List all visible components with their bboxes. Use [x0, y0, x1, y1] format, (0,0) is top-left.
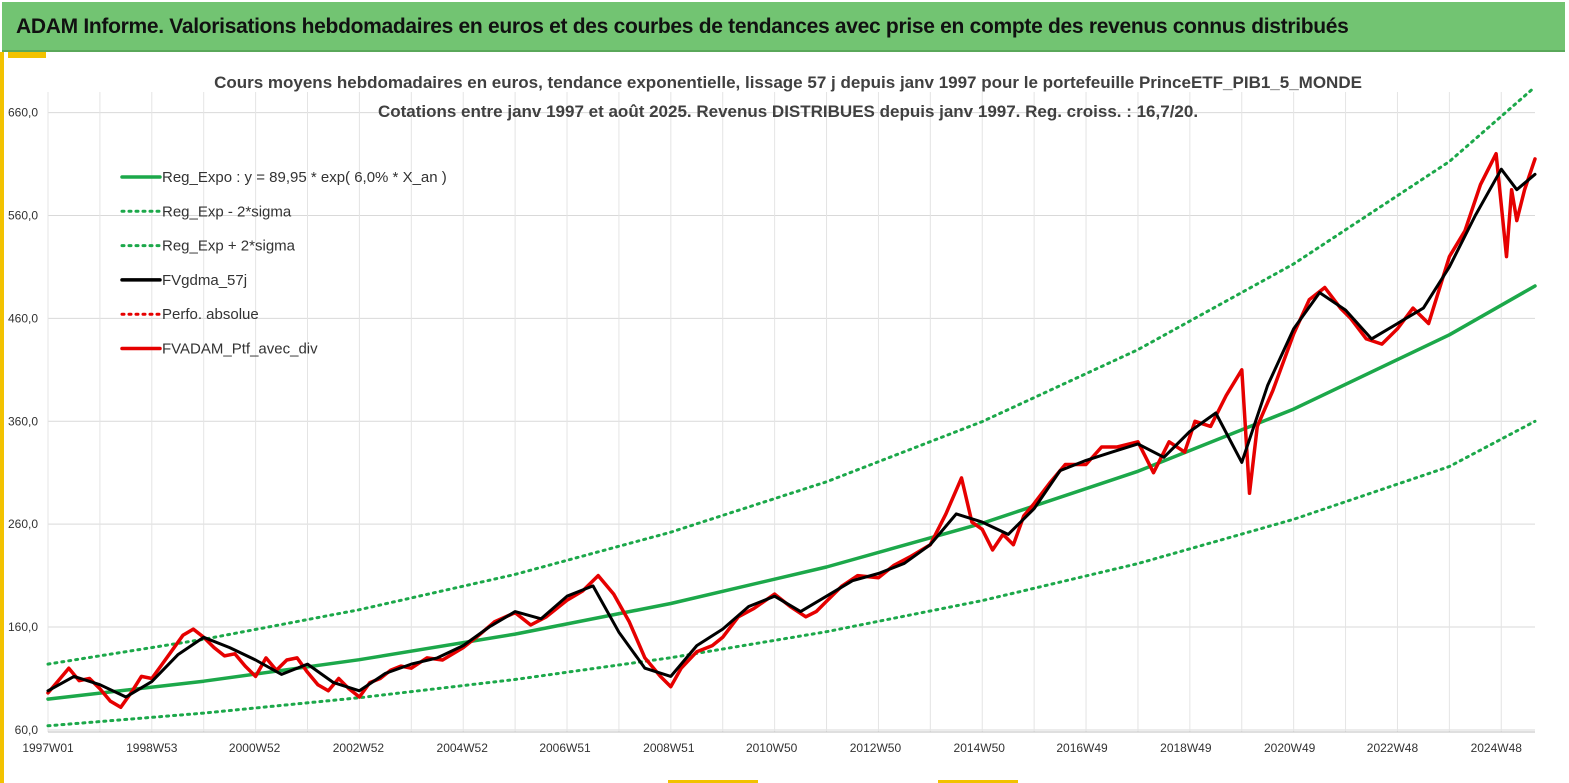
legend-label: Perfo. absolue — [162, 306, 259, 323]
chart-title-line-2: Cotations entre janv 1997 et août 2025. … — [378, 102, 1198, 121]
x-tick-label: 2002W52 — [333, 741, 385, 755]
series-line — [46, 284, 1537, 701]
y-tick-label: 460,0 — [8, 311, 38, 325]
x-tick-label: 2014W50 — [954, 741, 1006, 755]
series-line — [46, 85, 1537, 666]
x-tick-label: 2004W52 — [437, 741, 489, 755]
legend-label: FVADAM_Ptf_avec_div — [162, 341, 318, 358]
legend-label: Reg_Exp - 2*sigma — [162, 203, 292, 220]
accent-bar-left — [0, 52, 8, 783]
y-tick-label: 160,0 — [8, 620, 38, 634]
x-tick-label: 2008W51 — [643, 741, 695, 755]
legend-label: Reg_Expo : y = 89,95 * exp( 6,0% * X_an … — [162, 169, 447, 186]
accent-bar-bottom — [938, 780, 1018, 783]
banner-title: ADAM Informe. Valorisations hebdomadaire… — [16, 15, 1349, 38]
legend-label: FVgdma_57j — [162, 272, 247, 289]
accent-bar-top — [0, 52, 46, 58]
x-tick-label: 1997W01 — [22, 741, 74, 755]
x-tick-label: 2010W50 — [746, 741, 798, 755]
x-tick-label: 2006W51 — [539, 741, 591, 755]
chart-title-line-1: Cours moyens hebdomadaires en euros, ten… — [214, 73, 1362, 92]
x-tick-label: 2016W49 — [1056, 741, 1108, 755]
y-tick-label: 560,0 — [8, 208, 38, 222]
x-tick-label: 2000W52 — [229, 741, 281, 755]
y-tick-label: 660,0 — [8, 106, 38, 120]
y-axis-ticks: 60,0 160,0 260,0 360,0 460,0 560,0 660,0 — [8, 106, 38, 737]
x-tick-label: 1998W53 — [126, 741, 178, 755]
x-tick-label: 2022W48 — [1367, 741, 1419, 755]
x-tick-label: 2024W48 — [1471, 741, 1523, 755]
banner: ADAM Informe. Valorisations hebdomadaire… — [2, 2, 1565, 52]
x-tick-label: 2018W49 — [1160, 741, 1212, 755]
series-line — [46, 419, 1537, 728]
x-tick-label: 2020W49 — [1264, 741, 1316, 755]
y-tick-label: 260,0 — [8, 517, 38, 531]
legend: Reg_Expo : y = 89,95 * exp( 6,0% * X_an … — [120, 169, 447, 358]
grid — [47, 92, 1535, 733]
x-axis-ticks: 1997W01 1998W53 2000W52 2002W52 2004W52 2006W… — [22, 741, 1522, 755]
y-tick-label: 360,0 — [8, 414, 38, 428]
legend-label: Reg_Exp + 2*sigma — [162, 238, 296, 255]
series-line — [46, 167, 1537, 699]
x-tick-label: 2012W50 — [850, 741, 902, 755]
y-tick-label: 60,0 — [15, 723, 39, 737]
series-lines — [46, 85, 1537, 728]
accent-bar-bottom — [668, 780, 758, 783]
